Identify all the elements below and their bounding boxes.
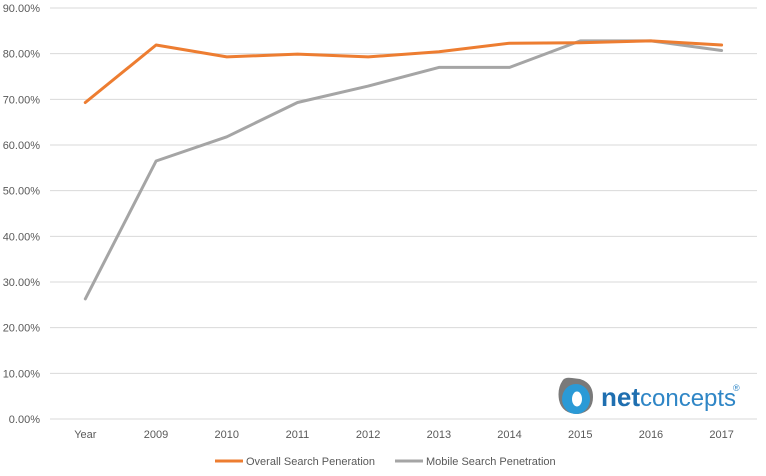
series-line-mobile <box>83 39 724 301</box>
y-tick-label: 10.00% <box>3 368 41 380</box>
x-tick-label: 2009 <box>144 429 168 441</box>
gridlines <box>50 7 757 374</box>
x-tick-label: 2015 <box>568 429 592 441</box>
legend-label-mobile: Mobile Search Penetration <box>426 456 556 468</box>
logo-text-net: net <box>601 382 640 412</box>
x-axis-tick-labels: Year 2009 2010 2011 2012 2013 2014 2015 2016 2017 <box>74 429 734 441</box>
x-tick-label: 2014 <box>497 429 521 441</box>
logo-text-concepts: concepts <box>640 385 736 412</box>
x-tick-label: 2016 <box>639 429 663 441</box>
y-tick-label: 40.00% <box>3 231 41 243</box>
legend: Overall Search Peneration Mobile Search … <box>215 456 556 468</box>
y-axis-tick-labels: 0.00% 10.00% 20.00% 30.00% 40.00% 50.00% 60.00… <box>3 3 41 426</box>
x-tick-label: Year <box>74 429 97 441</box>
series-lines <box>83 39 724 301</box>
logo-wordmark: netconcepts <box>601 382 736 412</box>
series-line-overall <box>83 39 724 104</box>
logo-registered-mark: ® <box>733 383 740 393</box>
x-tick-label: 2013 <box>427 429 451 441</box>
y-tick-label: 70.00% <box>3 94 41 106</box>
x-tick-label: 2017 <box>709 429 733 441</box>
y-tick-label: 20.00% <box>3 323 41 335</box>
x-tick-label: 2012 <box>356 429 380 441</box>
legend-label-overall: Overall Search Peneration <box>246 456 375 468</box>
y-tick-label: 0.00% <box>9 414 40 426</box>
y-tick-label: 50.00% <box>3 186 41 198</box>
netconcepts-logo-icon <box>558 377 593 414</box>
y-tick-label: 30.00% <box>3 277 41 289</box>
x-tick-label: 2010 <box>215 429 239 441</box>
y-tick-label: 90.00% <box>3 3 41 15</box>
x-tick-label: 2011 <box>286 429 310 441</box>
y-tick-label: 80.00% <box>3 49 41 61</box>
netconcepts-logo: netconcepts ® <box>558 377 740 414</box>
y-tick-label: 60.00% <box>3 140 41 152</box>
